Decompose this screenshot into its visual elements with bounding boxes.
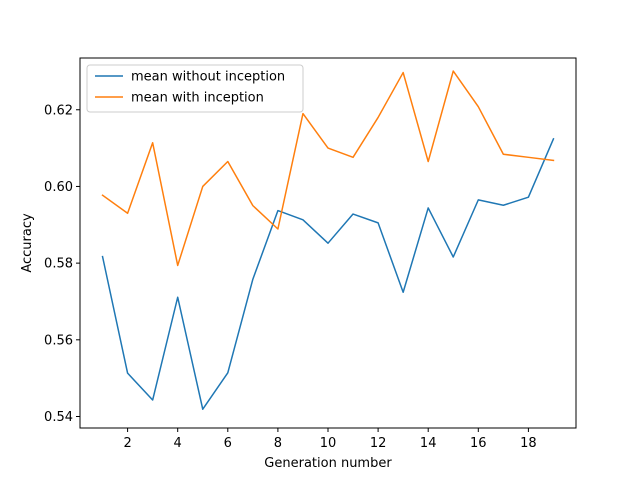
y-tick-label: 0.58: [44, 257, 73, 272]
x-tick-label: 4: [174, 436, 182, 451]
x-tick-label: 12: [370, 436, 387, 451]
y-tick-label: 0.62: [44, 103, 73, 118]
y-tick-label: 0.60: [44, 180, 73, 195]
legend-label-series-1: mean with inception: [131, 91, 264, 106]
y-axis-label: Accuracy: [20, 213, 35, 273]
y-tick-label: 0.54: [44, 410, 73, 425]
series-line-0: [101, 137, 555, 410]
x-tick-label: 10: [320, 436, 337, 451]
series-layer: [101, 70, 555, 410]
x-axis-label: Generation number: [264, 456, 392, 471]
series-line-1: [101, 70, 555, 267]
legend-box: [86, 64, 304, 113]
y-tick-label: 0.56: [44, 333, 73, 348]
x-tick-label: 16: [470, 436, 487, 451]
legend-label-series-0: mean without inception: [131, 70, 285, 85]
x-tick-label: 2: [123, 436, 131, 451]
x-tick-label: 18: [520, 436, 537, 451]
x-tick-label: 6: [224, 436, 232, 451]
legend: mean without inception mean with incepti…: [86, 64, 304, 113]
x-axis-ticks: 2 4 6 8 10 12 14 16 18: [123, 428, 537, 451]
x-tick-label: 8: [274, 436, 282, 451]
x-tick-label: 14: [420, 436, 437, 451]
y-axis-ticks: 0.54 0.56 0.58 0.60 0.62: [44, 103, 80, 425]
